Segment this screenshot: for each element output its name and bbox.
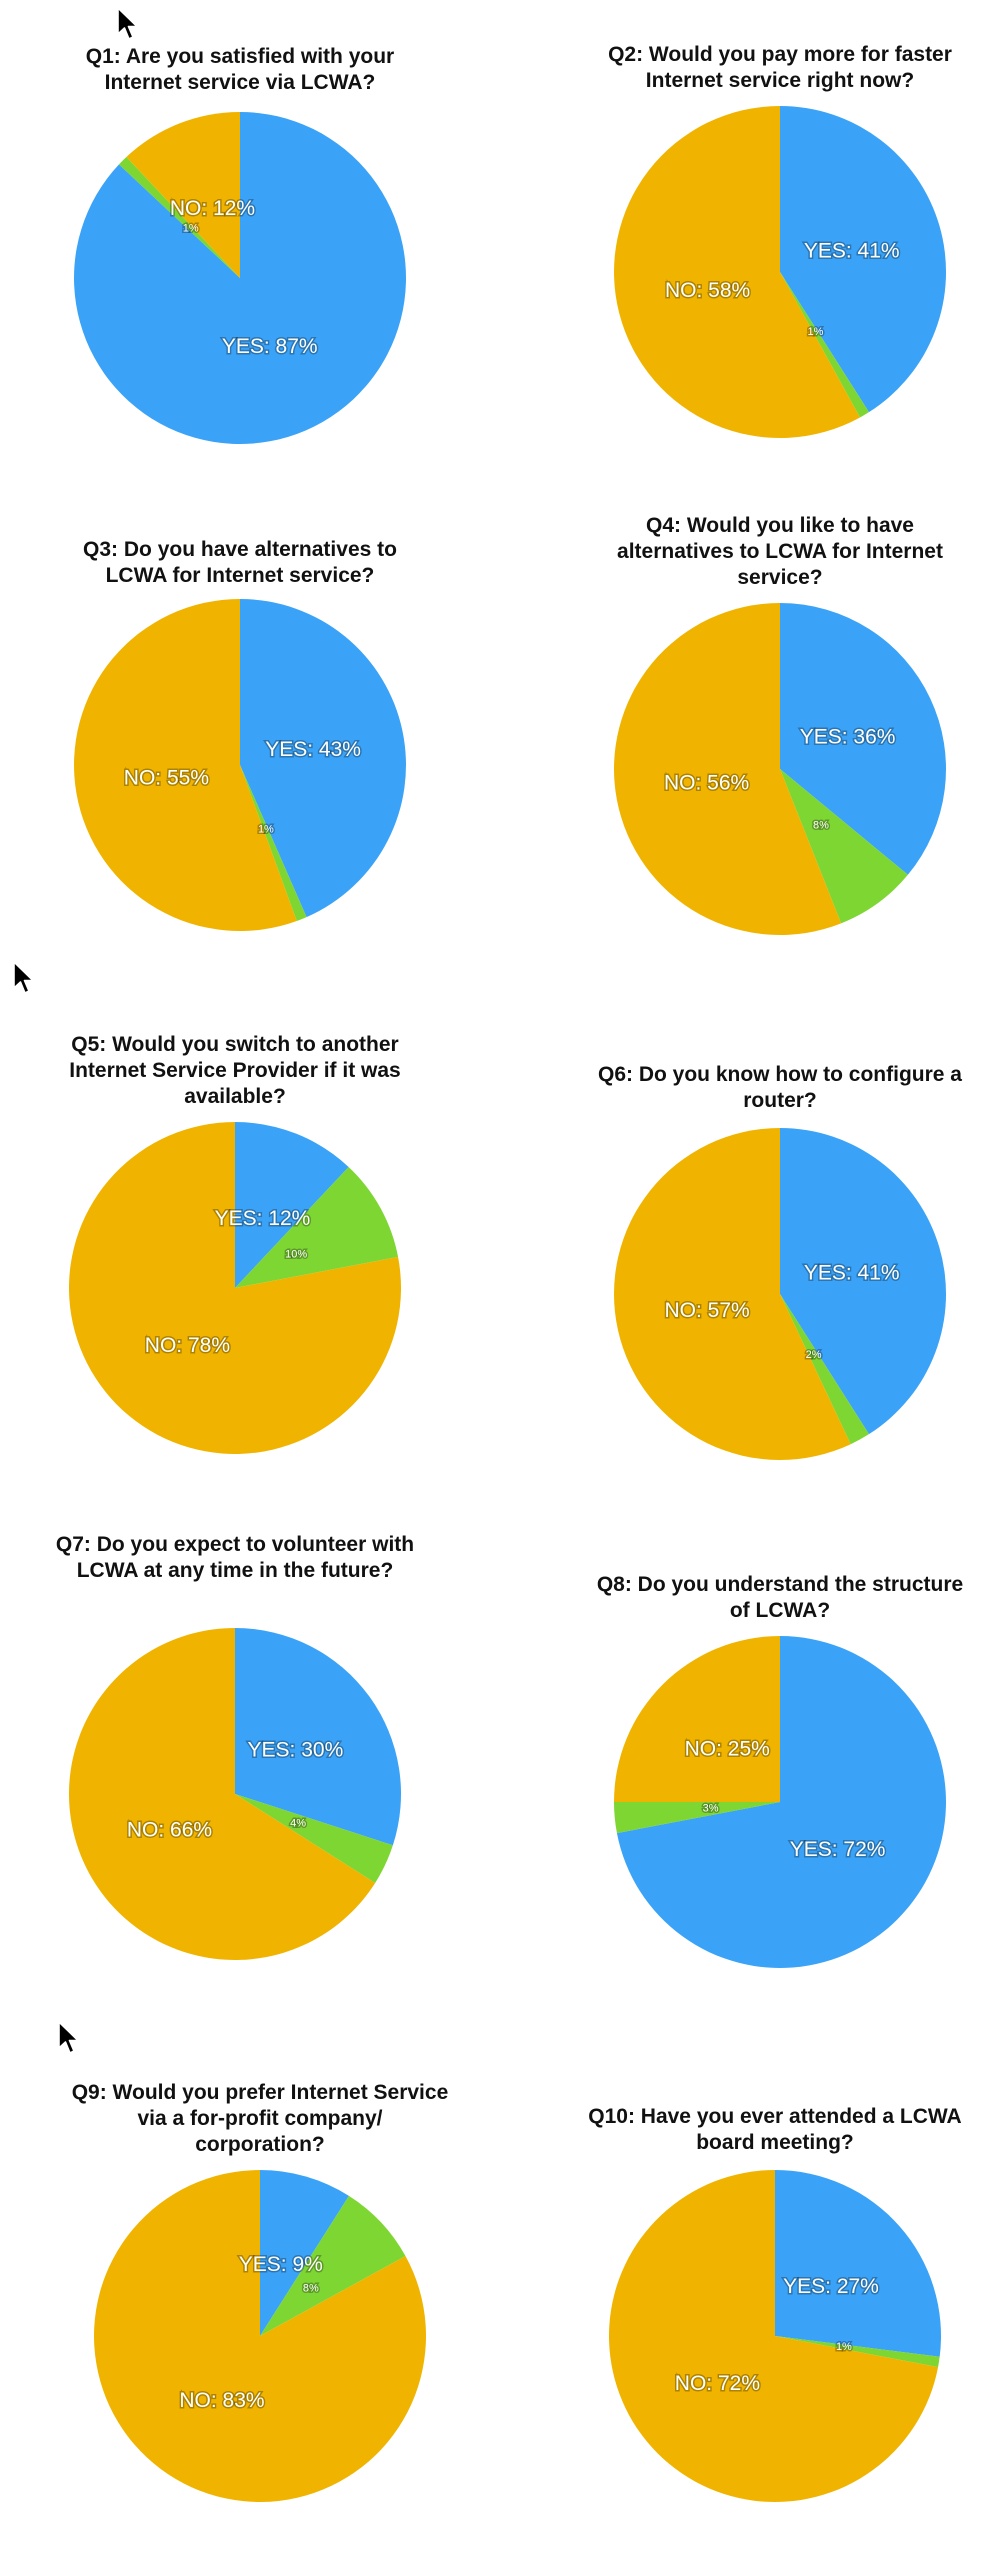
pie-no-slice — [613, 603, 842, 935]
slice-label-minor: 2% — [806, 1349, 822, 1361]
pie-chart-q6: YES: 41% 2% NO: 57% — [613, 1128, 947, 1460]
slice-label-no: NO: 55% — [124, 767, 209, 790]
slice-label-yes: YES: 41% — [804, 240, 900, 263]
pie-no-slice — [94, 2170, 427, 2502]
pie-minor-slice — [775, 2336, 940, 2368]
slice-label-yes: YES: 87% — [222, 335, 318, 358]
pie-minor-slice — [780, 272, 869, 418]
pie-yes-slice — [260, 2170, 349, 2336]
slice-label-minor: 1% — [808, 326, 824, 338]
slice-label-minor: 8% — [303, 2282, 319, 2294]
pie-chart-q5: YES: 12% 10% NO: 78% — [69, 1122, 402, 1454]
pie-minor-slice — [614, 1802, 780, 1834]
pie-no-slice — [74, 599, 297, 931]
pie-no-slice — [126, 112, 240, 278]
chart-title-q5: Q5: Would you switch to another Internet… — [69, 1033, 401, 1108]
pie-yes-slice — [775, 2170, 941, 2357]
pie-chart-q2: YES: 41% 1% NO: 58% — [614, 106, 947, 438]
pie-no-slice — [613, 1128, 851, 1460]
chart-title-q2: Q2: Would you pay more for faster Intern… — [608, 43, 952, 92]
slice-label-no: NO: 78% — [145, 1334, 230, 1357]
pie-minor-slice — [240, 765, 307, 921]
slice-label-yes: YES: 41% — [804, 1262, 900, 1285]
pie-no-slice — [69, 1628, 376, 1960]
slice-label-yes: YES: 30% — [248, 1739, 344, 1762]
pie-yes-slice — [235, 1122, 349, 1288]
slice-label-yes: YES: 43% — [265, 738, 361, 761]
pie-chart-q10: YES: 27% 1% NO: 72% — [609, 2170, 941, 2502]
slice-label-yes: YES: 27% — [783, 2275, 879, 2298]
pie-no-slice — [69, 1122, 402, 1454]
pie-minor-slice — [118, 156, 240, 278]
slice-label-no: NO: 58% — [665, 279, 750, 302]
mouse-pointer-icon — [13, 961, 34, 994]
slice-label-yes: YES: 9% — [239, 2253, 323, 2276]
pie-chart-q9: YES: 9% 8% NO: 83% — [94, 2170, 427, 2502]
chart-title-q4: Q4: Would you like to have alternatives … — [617, 514, 943, 589]
pie-yes-slice — [780, 106, 947, 413]
pie-yes-slice — [780, 603, 947, 875]
slice-label-no: NO: 57% — [664, 1299, 749, 1322]
pie-yes-slice — [780, 1128, 947, 1435]
chart-title-q1: Q1: Are you satisfied with your Internet… — [85, 45, 395, 94]
pie-yes-slice — [74, 112, 407, 444]
slice-label-minor: 10% — [285, 1248, 307, 1260]
chart-title-q3: Q3: Do you have alternatives to LCWA for… — [83, 538, 397, 587]
slice-label-minor: 1% — [183, 223, 199, 235]
slice-label-minor: 4% — [290, 1818, 306, 1830]
pie-no-slice — [614, 1636, 780, 1802]
chart-title-q8: Q8: Do you understand the structure of L… — [596, 1573, 964, 1622]
pie-chart-q3: YES: 43% 1% NO: 55% — [74, 599, 406, 931]
chart-title-q9: Q9: Would you prefer Internet Service vi… — [71, 2081, 449, 2156]
pie-minor-slice — [235, 1794, 393, 1883]
chart-title-q6: Q6: Do you know how to configure a route… — [597, 1063, 962, 1112]
pie-minor-slice — [780, 1294, 869, 1445]
pie-chart-q1: YES: 87% 1% NO: 12% — [74, 112, 407, 444]
slice-label-no: NO: 66% — [127, 1819, 212, 1842]
slice-label-yes: YES: 72% — [790, 1838, 886, 1861]
slice-label-minor: 3% — [703, 1803, 719, 1815]
slice-label-no: NO: 83% — [179, 2389, 264, 2412]
pie-chart-q8: YES: 72% 3% NO: 25% — [614, 1636, 946, 1968]
pie-minor-slice — [235, 1166, 399, 1288]
pie-chart-q4: YES: 36% 8% NO: 56% — [613, 603, 947, 935]
pie-yes-slice — [616, 1636, 946, 1968]
pie-chart-q7: YES: 30% 4% NO: 66% — [69, 1628, 402, 1960]
slice-label-yes: YES: 36% — [800, 726, 896, 749]
pie-yes-slice — [235, 1628, 402, 1846]
mouse-pointer-icon — [117, 7, 138, 40]
slice-label-yes: YES: 12% — [215, 1207, 311, 1230]
slice-label-no: NO: 56% — [664, 772, 749, 795]
mouse-pointer-icon — [58, 2021, 79, 2054]
pie-minor-slice — [780, 769, 908, 924]
slice-label-no: NO: 72% — [675, 2372, 760, 2395]
slice-label-no: NO: 12% — [170, 197, 255, 220]
slice-label-minor: 1% — [258, 824, 274, 836]
slice-label-minor: 8% — [813, 819, 829, 831]
pie-minor-slice — [260, 2195, 406, 2336]
slice-label-minor: 1% — [836, 2341, 852, 2353]
chart-title-q10: Q10: Have you ever attended a LCWA board… — [588, 2105, 962, 2154]
pie-no-slice — [614, 106, 860, 438]
pie-no-slice — [609, 2170, 939, 2502]
slice-label-no: NO: 25% — [685, 1738, 770, 1761]
chart-title-q7: Q7: Do you expect to volunteer with LCWA… — [55, 1533, 415, 1582]
pie-yes-slice — [240, 599, 406, 918]
